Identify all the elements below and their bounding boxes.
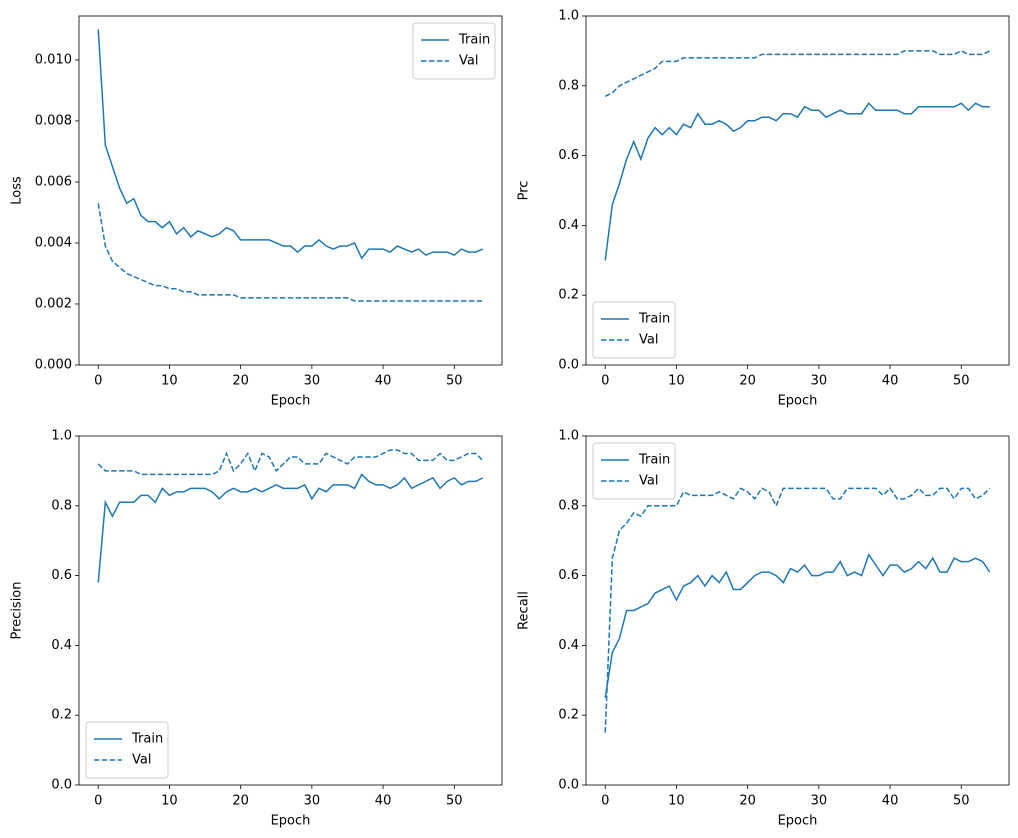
y-tick-label: 0.6 [51,568,72,583]
axes-frame [585,15,1010,366]
x-tick-label: 0 [94,794,102,809]
legend-label: Val [639,333,658,348]
subplot: 0 10 20 30 40 50 0.0 0.2 0.4 0.6 0.8 1.0 Epoch Recall… [517,429,1010,829]
x-axis-label: Epoch [778,814,818,829]
x-tick-label: 40 [882,794,899,809]
series-line [604,102,990,261]
x-tick-label: 50 [953,794,970,809]
legend-label: Train [638,453,670,468]
y-tick-label: 0.8 [51,498,72,513]
legend-label: Val [459,54,478,69]
x-tick-label: 20 [232,794,249,809]
y-tick-label: 0.008 [35,113,72,128]
legend-label: Train [131,732,163,747]
y-tick-label: 0.002 [35,296,72,311]
y-tick-label: 0.8 [558,498,579,513]
legend: Train Val [412,22,496,80]
y-tick-label: 1.0 [558,9,579,24]
y-tick-label: 0.6 [558,148,579,163]
legend-label: Train [638,312,670,327]
y-tick-label: 1.0 [51,429,72,444]
y-tick-label: 0.4 [51,638,72,653]
axes-frame [78,435,503,786]
x-tick-label: 0 [601,794,609,809]
series-line [97,473,484,583]
y-tick-label: 0.4 [558,218,579,233]
y-tick-label: 0.006 [35,174,72,189]
x-axis-label: Epoch [778,394,818,409]
series-line [97,449,484,476]
legend: Train Val [592,301,676,359]
series-line [97,203,483,302]
y-tick-label: 0.4 [558,638,579,653]
y-axis-label: Precision [10,581,25,639]
legend-label: Train [458,33,490,48]
x-tick-label: 20 [739,794,756,809]
legend: Train Val [85,721,169,779]
x-axis-label: Epoch [271,394,311,409]
x-tick-label: 40 [375,374,392,389]
x-tick-label: 10 [668,794,685,809]
x-tick-label: 20 [232,374,249,389]
y-tick-label: 0.0 [51,778,72,793]
x-tick-label: 10 [161,374,178,389]
x-tick-label: 0 [94,374,102,389]
y-tick-label: 1.0 [558,429,579,444]
legend: Train Val [592,442,676,500]
x-tick-label: 50 [953,374,970,389]
legend-frame [85,721,169,779]
y-tick-label: 0.0 [558,358,579,373]
x-tick-label: 30 [811,374,828,389]
subplot: 0 10 20 30 40 50 0.0 0.2 0.4 0.6 0.8 1.0 Epoch Precis… [10,429,503,829]
subplot: 0 10 20 30 40 50 0.000 0.002 0.004 0.006 0.008 0.01… [10,15,503,409]
axes-frame [585,435,1010,786]
y-axis-label: Loss [10,176,25,205]
x-tick-label: 50 [446,794,463,809]
y-tick-label: 0.2 [558,708,579,723]
legend-frame [592,301,676,359]
y-tick-label: 0.000 [35,358,72,373]
x-tick-label: 30 [304,794,321,809]
x-axis-label: Epoch [271,814,311,829]
y-axis-label: Prc [517,181,532,201]
series-line [604,552,991,698]
series-line [97,29,484,260]
y-tick-label: 0.8 [558,78,579,93]
legend-label: Val [639,474,658,489]
axes-frame [78,15,503,366]
y-tick-label: 0.004 [35,235,72,250]
y-axis-label: Recall [517,591,532,630]
y-tick-label: 0.2 [558,288,579,303]
legend-label: Val [132,753,151,768]
legend-frame [592,442,676,500]
subplot: 0 10 20 30 40 50 0.0 0.2 0.4 0.6 0.8 1.0 Epoch Prc Tra… [517,9,1010,409]
y-tick-label: 0.010 [35,52,72,67]
x-tick-label: 20 [739,374,756,389]
y-tick-label: 0.6 [558,568,579,583]
y-tick-label: 0.2 [51,708,72,723]
x-tick-label: 0 [601,374,609,389]
y-tick-label: 0.0 [558,778,579,793]
legend-frame [412,22,496,80]
x-tick-label: 40 [882,374,899,389]
x-tick-label: 10 [161,794,178,809]
series-line [604,487,991,733]
x-tick-label: 40 [375,794,392,809]
x-tick-label: 10 [668,374,685,389]
series-line [604,50,991,97]
x-tick-label: 30 [304,374,321,389]
x-tick-label: 50 [446,374,463,389]
x-tick-label: 30 [811,794,828,809]
